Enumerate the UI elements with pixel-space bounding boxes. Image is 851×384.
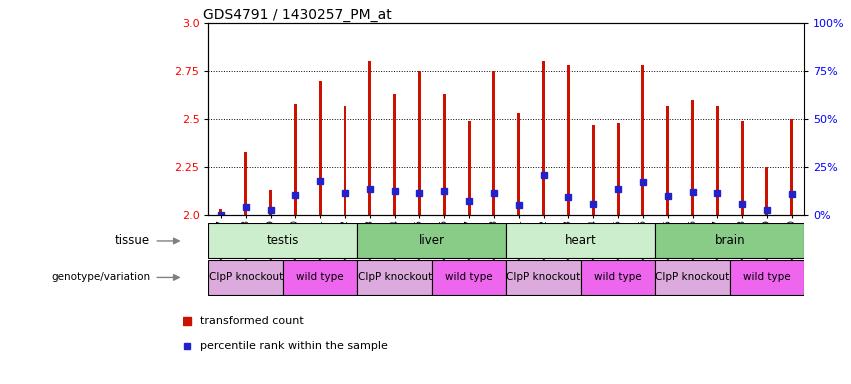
Text: ClpP knockout: ClpP knockout [655,272,729,283]
Bar [580,260,655,295]
Text: wild type: wild type [594,272,642,283]
Bar [294,104,297,215]
Text: percentile rank within the sample: percentile rank within the sample [200,341,388,351]
Bar [269,190,272,215]
Text: GDS4791 / 1430257_PM_at: GDS4791 / 1430257_PM_at [203,8,391,22]
Bar [729,260,804,295]
Bar [517,113,520,215]
Bar [393,94,396,215]
Bar [791,119,793,215]
Bar [616,123,620,215]
Bar [493,71,495,215]
Bar [666,106,669,215]
Bar [344,106,346,215]
Bar [655,223,804,258]
Bar [357,223,506,258]
Text: wild type: wild type [296,272,344,283]
Text: ClpP knockout: ClpP knockout [506,272,580,283]
Text: brain: brain [715,235,745,247]
Bar [506,223,655,258]
Text: genotype/variation: genotype/variation [51,272,150,283]
Bar [220,209,222,215]
Bar [244,152,247,215]
Text: ClpP knockout: ClpP knockout [357,272,431,283]
Bar [318,81,322,215]
Bar [467,121,471,215]
Text: transformed count: transformed count [200,316,304,326]
Bar [765,167,768,215]
Bar [506,260,580,295]
Text: testis: testis [266,235,300,247]
Bar [716,106,719,215]
Bar [368,61,371,215]
Bar [591,125,595,215]
Bar [418,71,421,215]
Text: tissue: tissue [115,235,150,247]
Text: liver: liver [419,235,445,247]
Text: wild type: wild type [445,272,493,283]
Bar [208,223,357,258]
Text: wild type: wild type [743,272,791,283]
Bar [740,121,744,215]
Bar [431,260,506,295]
Bar [208,260,283,295]
Text: ClpP knockout: ClpP knockout [208,272,283,283]
Bar [542,61,545,215]
Bar [655,260,729,295]
Bar [691,100,694,215]
Bar [357,260,431,295]
Text: heart: heart [565,235,597,247]
Bar [283,260,357,295]
Bar [443,94,446,215]
Bar [567,65,570,215]
Bar [642,65,644,215]
